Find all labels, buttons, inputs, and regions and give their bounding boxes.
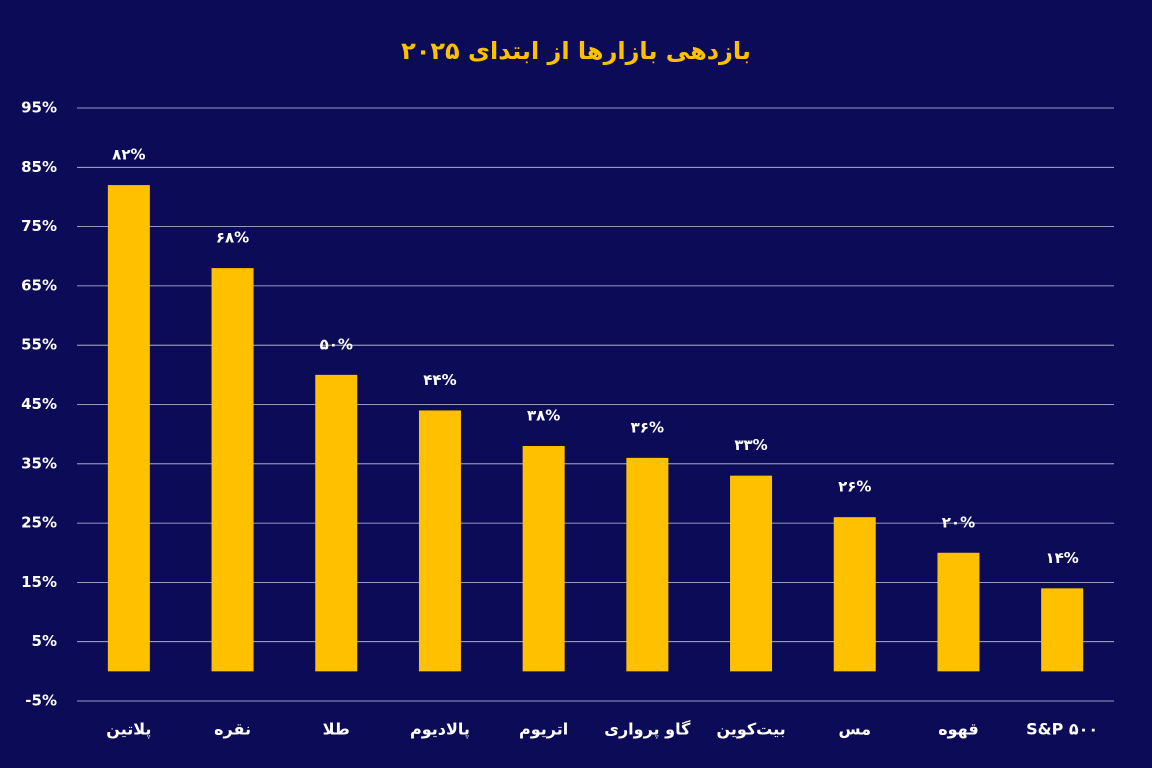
y-tick-label: 45%: [21, 395, 57, 413]
y-tick-label: 75%: [21, 217, 57, 235]
bar: [315, 374, 358, 672]
value-label: ۴۴%: [423, 371, 456, 389]
bar: [522, 446, 565, 672]
x-tick-label: S&P ۵۰۰: [1026, 720, 1098, 739]
y-tick-label: -5%: [25, 692, 57, 710]
value-label: ۳۸%: [527, 407, 560, 425]
x-tick-label: نقره: [214, 720, 251, 739]
value-label: ۸۲%: [112, 146, 145, 164]
bar: [107, 185, 150, 672]
y-tick-label: 65%: [21, 276, 57, 294]
value-label: ۶۸%: [216, 229, 249, 247]
x-tick-label: گاو پرواری: [604, 720, 691, 740]
value-label: ۲۶%: [838, 478, 871, 496]
bar: [626, 457, 669, 672]
x-tick-label: طلا: [323, 720, 350, 739]
y-tick-label: 35%: [21, 454, 57, 472]
bar: [833, 517, 876, 672]
x-tick-label: پلاتین: [106, 720, 151, 740]
value-label: ۳۳%: [734, 436, 767, 454]
y-tick-label: 25%: [21, 514, 57, 532]
chart-title: بازدهی بازارها از ابتدای ۲۰۲۵: [401, 37, 751, 65]
x-tick-label: قهوه: [938, 720, 979, 739]
value-label: ۵۰%: [320, 335, 353, 353]
x-tick-label: مس: [838, 720, 871, 739]
y-tick-label: 5%: [32, 632, 57, 650]
y-tick-label: 85%: [21, 158, 57, 176]
bar: [1041, 588, 1084, 672]
bar: [418, 410, 461, 672]
value-label: ۳۶%: [631, 418, 664, 436]
y-tick-label: 55%: [21, 336, 57, 354]
value-label: ۱۴%: [1045, 549, 1078, 567]
y-tick-label: 15%: [21, 573, 57, 591]
x-tick-label: اتریوم: [519, 720, 568, 739]
bar: [730, 475, 773, 672]
bar: [937, 552, 980, 672]
x-tick-label: بیت‌کوین: [716, 720, 785, 739]
y-tick-label: 95%: [21, 99, 57, 117]
x-tick-label: پالادیوم: [410, 720, 470, 740]
value-label: ۲۰%: [942, 513, 975, 531]
bar: [211, 268, 254, 672]
